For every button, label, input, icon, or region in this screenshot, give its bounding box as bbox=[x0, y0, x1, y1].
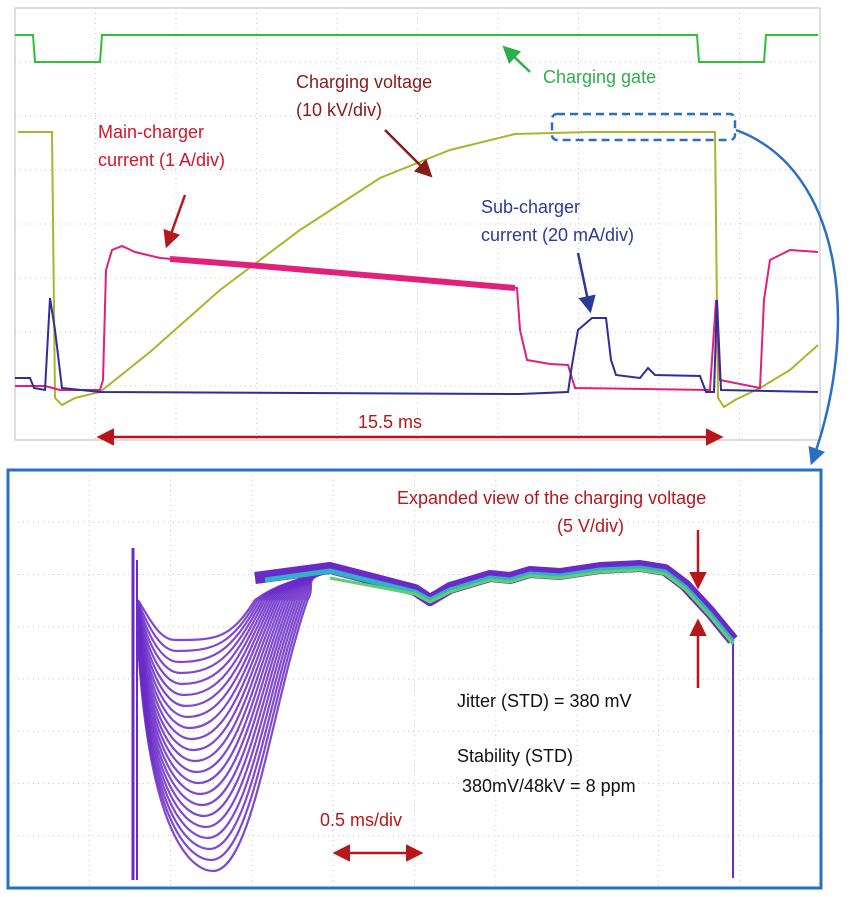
bottom-scope-panel: Expanded view of the charging voltage (5… bbox=[6, 468, 823, 890]
voltage-sweep-curve bbox=[136, 570, 331, 730]
sub-charger-arrow bbox=[576, 252, 596, 314]
sub-charger-label-line1: Sub-charger bbox=[481, 197, 580, 217]
main-charger-arrow bbox=[163, 194, 187, 249]
main-charger-label-line2: current (1 A/div) bbox=[98, 150, 225, 170]
charging-gate-trace bbox=[15, 34, 818, 63]
voltage-sweep-curve bbox=[136, 570, 331, 862]
bottom-panel-frame bbox=[6, 468, 823, 890]
stability-label-line2: 380mV/48kV = 8 ppm bbox=[462, 776, 636, 796]
sub-charger-label-line2: current (20 mA/div) bbox=[481, 225, 634, 245]
voltage-sweep-curve bbox=[136, 570, 331, 752]
voltage-sweep-curve bbox=[136, 570, 331, 840]
overlaid-voltage-sweeps bbox=[136, 570, 331, 873]
voltage-plateau-highlight bbox=[550, 112, 737, 142]
voltage-sweep-curve bbox=[136, 570, 331, 774]
voltage-sweep-curve bbox=[136, 570, 331, 741]
voltage-sweep-curve bbox=[136, 570, 331, 763]
charging-voltage-label-line1: Charging voltage bbox=[296, 72, 432, 92]
main-charger-current-trace bbox=[15, 244, 819, 392]
main-charger-thick-band bbox=[169, 256, 516, 291]
expanded-view-connector bbox=[735, 128, 840, 466]
voltage-sweep-curve bbox=[136, 570, 331, 807]
voltage-sweep-curve bbox=[136, 570, 331, 818]
timebase-label: 0.5 ms/div bbox=[320, 810, 402, 830]
sub-charger-current-trace bbox=[15, 297, 819, 396]
top-scope-panel: Charging gate Charging voltage (10 kV/di… bbox=[14, 7, 821, 446]
expanded-view-label-line1: Expanded view of the charging voltage bbox=[397, 488, 706, 508]
voltage-sweep-curve bbox=[136, 570, 331, 785]
charging-voltage-arrow bbox=[384, 129, 433, 178]
top-grid bbox=[15, 8, 820, 440]
charging-gate-label: Charging gate bbox=[543, 67, 656, 87]
stability-label-line1: Stability (STD) bbox=[457, 746, 573, 766]
voltage-sweep-curve bbox=[136, 570, 331, 796]
voltage-sweep-curve bbox=[136, 570, 331, 829]
voltage-sweep-curve bbox=[136, 570, 331, 873]
charging-voltage-label-line2: (10 kV/div) bbox=[296, 100, 382, 120]
main-charger-label-line1: Main-charger bbox=[98, 122, 204, 142]
expanded-view-label-line2: (5 V/div) bbox=[557, 516, 624, 536]
duration-label: 15.5 ms bbox=[358, 412, 422, 432]
jitter-label: Jitter (STD) = 380 mV bbox=[457, 691, 632, 711]
voltage-sweep-curve bbox=[136, 570, 331, 851]
plateau-band-teal bbox=[264, 565, 735, 644]
charging-gate-arrow bbox=[502, 45, 531, 73]
plateau-band-green bbox=[329, 568, 735, 645]
